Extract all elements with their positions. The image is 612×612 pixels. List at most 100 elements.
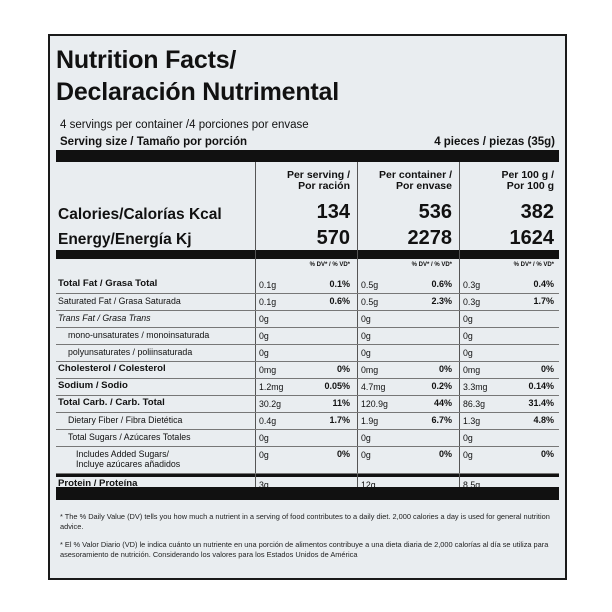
nutrient-label: polyunsaturates / poliinsaturada xyxy=(68,347,192,357)
thick-rule-top xyxy=(56,150,559,162)
nutrient-name: Saturated Fat / Grasa Saturada xyxy=(58,296,181,306)
nutrient-percent-dv: 0.6% xyxy=(329,296,350,306)
dv-header-2: % DV* / % VD* xyxy=(411,262,452,268)
footnote-english: * The % Daily Value (DV) tells you how m… xyxy=(60,512,550,531)
nutrient-amount: 0mg xyxy=(361,365,379,375)
dv-header-3: % DV* / % VD* xyxy=(513,262,554,268)
column-header-line1: Per serving / xyxy=(286,169,350,181)
nutrient-name: polyunsaturates / poliinsaturada xyxy=(68,347,193,357)
nutrient-name: Total Sugars / Azúcares Totales xyxy=(68,432,191,442)
nutrient-percent-dv: 0% xyxy=(540,364,554,374)
row-separator xyxy=(56,310,559,311)
nutrient-percent-dv: 0.6% xyxy=(431,279,452,289)
column-divider xyxy=(459,162,460,487)
dv-header-1: % DV* / % VD* xyxy=(309,262,350,268)
nutrient-amount: 0g xyxy=(259,450,269,460)
row-separator xyxy=(56,378,559,379)
column-divider xyxy=(255,162,256,487)
nutrient-name: Total Carb. / Carb. Total xyxy=(58,397,165,408)
nutrient-amount: 0g xyxy=(463,433,473,443)
thick-rule-mid xyxy=(56,250,559,259)
nutrient-amount: 120.9g xyxy=(361,399,388,409)
energy-value-3: 1624 xyxy=(509,227,555,249)
column-header-line2: Por envase xyxy=(395,180,452,192)
nutrient-percent-dv: 4.8% xyxy=(533,415,554,425)
column-header-2: Per container / Por envase xyxy=(379,170,452,192)
row-separator xyxy=(56,412,559,413)
nutrient-label: Total Fat / Grasa Total xyxy=(58,279,157,289)
column-divider xyxy=(357,162,358,487)
nutrient-amount: 0.5g xyxy=(361,297,379,307)
nutrient-percent-dv: 0.1% xyxy=(329,279,350,289)
column-header-line2: Por ración xyxy=(298,180,350,192)
nutrient-amount: 0g xyxy=(259,314,269,324)
energy-value-2: 2278 xyxy=(407,227,453,249)
servings-per-container: 4 servings per container /4 porciones po… xyxy=(60,119,309,131)
row-separator xyxy=(56,395,559,396)
nutrient-amount: 4.7mg xyxy=(361,382,386,392)
nutrient-percent-dv: 0% xyxy=(438,449,452,459)
nutrient-amount: 1.2mg xyxy=(259,382,284,392)
nutrient-percent-dv: 6.7% xyxy=(431,415,452,425)
nutrient-amount: 0mg xyxy=(463,365,481,375)
row-separator xyxy=(56,293,559,294)
title-english: Nutrition Facts/ xyxy=(56,46,237,74)
column-header-3: Per 100 g / Por 100 g xyxy=(501,170,554,192)
nutrient-percent-dv: 0.14% xyxy=(528,381,554,391)
nutrient-amount: 0g xyxy=(463,331,473,341)
nutrient-name: Includes Added Sugars/ xyxy=(76,449,169,459)
nutrient-amount: 3.3mg xyxy=(463,382,488,392)
nutrient-percent-dv: 0% xyxy=(438,364,452,374)
calories-value-1: 134 xyxy=(316,201,350,223)
nutrient-amount: 0g xyxy=(361,314,371,324)
nutrient-label: Sodium / Sodio xyxy=(58,381,128,391)
energy-value-1: 570 xyxy=(316,227,350,249)
nutrient-name: mono-unsaturates / monoinsaturada xyxy=(68,330,210,340)
nutrient-name: Cholesterol / Colesterol xyxy=(58,363,166,374)
calories-label: Calories/Calorías Kcal xyxy=(58,206,222,223)
column-header-line2: Por 100 g xyxy=(506,180,554,192)
nutrient-percent-dv: 44% xyxy=(433,398,452,408)
nutrient-label: Includes Added Sugars/Incluye azúcares a… xyxy=(76,449,180,469)
nutrient-percent-dv: 11% xyxy=(332,398,350,408)
nutrient-percent-dv: 2.3% xyxy=(431,296,452,306)
nutrient-name-spanish: Incluye azúcares añadidos xyxy=(76,459,181,469)
nutrient-amount: 0g xyxy=(463,348,473,358)
serving-size-value: 4 pieces / piezas (35g) xyxy=(434,136,555,148)
nutrient-amount: 0g xyxy=(259,348,269,358)
thick-rule-protein xyxy=(56,473,559,477)
nutrient-amount: 86.3g xyxy=(463,399,486,409)
nutrient-percent-dv: 0% xyxy=(540,449,554,459)
nutrient-amount: 0.1g xyxy=(259,280,277,290)
nutrient-name: Dietary Fiber / Fibra Dietética xyxy=(68,415,183,425)
thick-rule-bottom xyxy=(56,487,559,500)
row-separator xyxy=(56,327,559,328)
nutrient-name: Trans Fat / Grasa Trans xyxy=(58,313,151,323)
nutrient-name: Total Fat / Grasa Total xyxy=(58,278,158,289)
nutrient-amount: 0.5g xyxy=(361,280,379,290)
column-header-line1: Per 100 g / xyxy=(501,169,554,181)
column-header-line1: Per container / xyxy=(379,169,452,181)
row-separator xyxy=(56,429,559,430)
serving-size-label: Serving size / Tamaño por porción xyxy=(60,136,248,148)
nutrient-percent-dv: 0% xyxy=(336,449,350,459)
row-separator xyxy=(56,361,559,362)
nutrient-name: Protein / Proteína xyxy=(58,478,138,489)
calories-value-2: 536 xyxy=(418,201,452,223)
nutrient-amount: 0g xyxy=(361,331,371,341)
nutrient-amount: 0g xyxy=(259,331,269,341)
nutrient-percent-dv: 1.7% xyxy=(329,415,350,425)
nutrient-label: Total Carb. / Carb. Total xyxy=(58,398,165,408)
nutrient-label: mono-unsaturates / monoinsaturada xyxy=(68,330,209,340)
calories-value-3: 382 xyxy=(520,201,554,223)
row-separator xyxy=(56,446,559,447)
nutrient-label: Trans Fat / Grasa Trans xyxy=(58,313,151,323)
row-separator xyxy=(56,344,559,345)
nutrient-amount: 0g xyxy=(361,433,371,443)
nutrient-percent-dv: 31.4% xyxy=(528,398,554,408)
nutrient-amount: 0.4g xyxy=(259,416,277,426)
nutrient-amount: 30.2g xyxy=(259,399,282,409)
nutrient-amount: 8.5g xyxy=(463,480,481,490)
nutrient-amount: 0g xyxy=(259,433,269,443)
nutrient-percent-dv: 0.05% xyxy=(324,381,350,391)
